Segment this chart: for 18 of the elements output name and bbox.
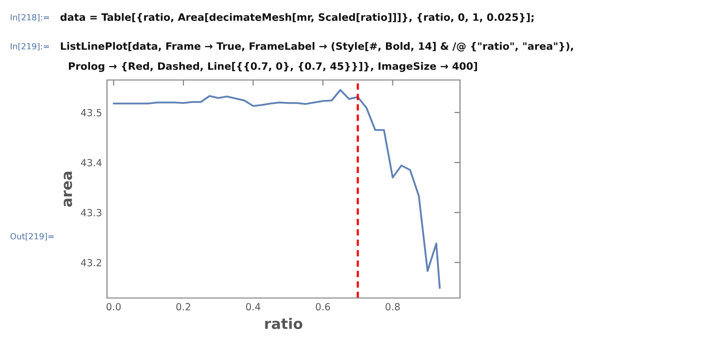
text: Prolog → {Red, Dashed, Line[{{0.7, 0}, {0.7, 45}}]}, ImageSize → 400]: [68, 62, 477, 72]
text: ListLinePlot[data, Frame → True, FrameLabel → (Style[#, Bold, 14] & /@ {"ratio", "area"}),: [60, 42, 573, 52]
y-tick-label: 43.3: [80, 208, 102, 216]
y-tick-label: 43.2: [80, 258, 102, 266]
text: data = Table[{ratio, Area[decimateMesh[mr, Scaled[ratio]]]}, {ratio, 0, 1, 0.025}];: [60, 13, 534, 22]
x-tick-label: 0.0: [106, 303, 121, 310]
text: In[218]:=: [10, 14, 50, 22]
text: Out[219]=: [10, 232, 54, 240]
y-tick-label: 43.4: [80, 158, 102, 166]
x-tick-label: 0.4: [246, 303, 260, 310]
text: In[219]:=: [10, 42, 50, 50]
x-tick-label: 0.2: [176, 303, 190, 310]
x-tick-label: 0.8: [386, 303, 400, 310]
x-axis-title: ratio: [265, 318, 302, 330]
x-tick-label: 0.6: [316, 303, 330, 310]
y-tick-label: 43.5: [80, 108, 102, 116]
line-series: [112, 89, 441, 289]
y-axis-title: area: [64, 172, 72, 207]
